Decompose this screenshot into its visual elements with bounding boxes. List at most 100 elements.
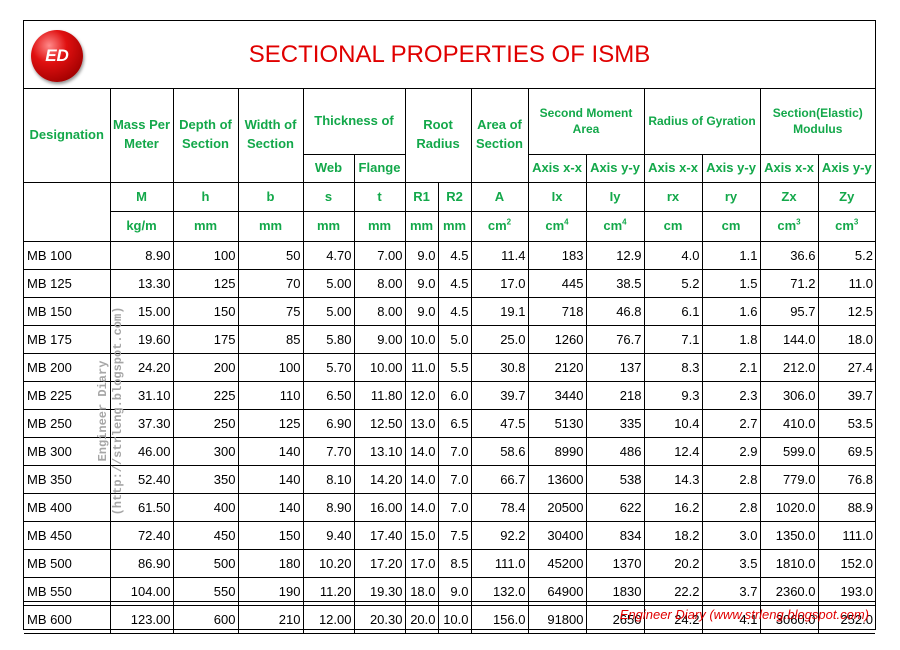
value-cell: 72.40: [109, 521, 174, 550]
value-cell: 779.0: [759, 465, 819, 494]
unit-cell: mm: [353, 211, 406, 242]
value-cell: 1.1: [701, 241, 761, 270]
value-cell: 8.90: [109, 241, 174, 270]
table-row: MB 100 8.90 100 50 4.70 7.00 9.0 4.5 11.4 183 12.9…: [24, 241, 875, 270]
designation-cell: MB 400: [24, 493, 111, 522]
value-cell: 95.7: [759, 297, 819, 326]
value-cell: 5.5: [437, 353, 472, 382]
value-cell: 10.0: [404, 325, 439, 354]
value-cell: 100: [237, 353, 304, 382]
unit-exponent: 3: [796, 217, 801, 227]
unit-base: mm: [442, 218, 467, 234]
value-cell: 123.00: [109, 605, 174, 634]
table-body: MB 100 8.90 100 50 4.70 7.00 9.0 4.5 11.4 183 12.9…: [24, 241, 875, 634]
value-cell: 140: [237, 437, 304, 466]
value-cell: 47.5: [470, 409, 529, 438]
symbol-cell: R1: [404, 182, 439, 212]
value-cell: 24.20: [109, 353, 174, 382]
value-cell: 20.0: [404, 605, 439, 634]
unit-base: kg/m: [126, 218, 157, 234]
value-cell: 4.5: [437, 297, 472, 326]
value-cell: 2.3: [701, 381, 761, 410]
value-cell: 10.00: [353, 353, 406, 382]
unit-cell: cm: [701, 211, 761, 242]
value-cell: 156.0: [470, 605, 529, 634]
value-cell: 85: [237, 325, 304, 354]
value-cell: 91800: [527, 605, 587, 634]
value-cell: 17.40: [353, 521, 406, 550]
value-cell: 7.00: [353, 241, 406, 270]
header-root-radius: Root Radius: [404, 88, 472, 183]
header-width: Width of Section: [237, 88, 304, 183]
symbol-cell: rx: [643, 182, 703, 212]
value-cell: 13.10: [353, 437, 406, 466]
unit-cell: cm3: [759, 211, 819, 242]
value-cell: 335: [585, 409, 645, 438]
header-axis-xx-moment: Axis x-x: [527, 154, 587, 183]
value-cell: 15.00: [109, 297, 174, 326]
value-cell: 14.0: [404, 493, 439, 522]
designation-cell: MB 500: [24, 549, 111, 578]
value-cell: 486: [585, 437, 645, 466]
symbol-cell: Iy: [585, 182, 645, 212]
value-cell: 252.0: [817, 605, 875, 634]
value-cell: 16.2: [643, 493, 703, 522]
table-row: MB 150 15.00 150 75 5.00 8.00 9.0 4.5 19.1 718 46.…: [24, 297, 875, 326]
unit-base: mm: [193, 218, 218, 234]
value-cell: 180: [237, 549, 304, 578]
value-cell: 8.00: [353, 269, 406, 298]
value-cell: 71.2: [759, 269, 819, 298]
value-cell: 4.5: [437, 241, 472, 270]
header-section-modulus: Section(Elastic) Modulus: [759, 88, 875, 155]
unit-cell: mm: [237, 211, 304, 242]
value-cell: 37.30: [109, 409, 174, 438]
table-row: MB 200 24.20 200 100 5.70 10.00 11.0 5.5 30.8 212…: [24, 353, 875, 382]
table-row: MB 350 52.40 350 140 8.10 14.20 14.0 7.0 66.7 136…: [24, 465, 875, 494]
value-cell: 31.10: [109, 381, 174, 410]
unit-cell: cm4: [585, 211, 645, 242]
header-web: Web: [303, 154, 355, 183]
header-flange: Flange: [353, 154, 406, 183]
value-cell: 8.5: [437, 549, 472, 578]
header-axis-xx-gyration: Axis x-x: [643, 154, 703, 183]
value-cell: 14.0: [404, 437, 439, 466]
value-cell: 25.0: [470, 325, 529, 354]
value-cell: 5.00: [302, 269, 355, 298]
value-cell: 14.3: [643, 465, 703, 494]
unit-base: mm: [258, 218, 283, 234]
value-cell: 4.1: [701, 605, 761, 634]
unit-cell: cm3: [817, 211, 875, 242]
value-cell: 10.20: [302, 549, 355, 578]
value-cell: 10.0: [437, 605, 472, 634]
unit-cell: cm4: [527, 211, 587, 242]
symbol-cell: b: [237, 182, 304, 212]
value-cell: 30400: [527, 521, 587, 550]
value-cell: 18.2: [643, 521, 703, 550]
value-cell: 69.5: [817, 437, 875, 466]
watermark-line-1: Engineer Diary: [96, 360, 110, 462]
footer-credit: Engineer Diary (www.strleng.blogspot.com…: [619, 607, 869, 622]
unit-exponent: 2: [506, 217, 512, 227]
value-cell: 46.8: [585, 297, 645, 326]
value-cell: 183: [527, 241, 587, 270]
value-cell: 125: [237, 409, 304, 438]
value-cell: 12.50: [353, 409, 406, 438]
unit-base: mm: [409, 218, 434, 234]
value-cell: 6.0: [437, 381, 472, 410]
unit-exponent: 3: [853, 217, 859, 227]
value-cell: 7.0: [437, 493, 472, 522]
value-cell: 5.70: [302, 353, 355, 382]
value-cell: 144.0: [759, 325, 819, 354]
designation-cell: MB 125: [24, 269, 111, 298]
value-cell: 2.7: [701, 409, 761, 438]
value-cell: 17.0: [404, 549, 439, 578]
unit-cell: mm: [172, 211, 239, 242]
value-cell: 20500: [527, 493, 587, 522]
value-cell: 6.50: [302, 381, 355, 410]
unit-exponent: 4: [622, 217, 627, 227]
designation-cell: MB 225: [24, 381, 111, 410]
value-cell: 16.00: [353, 493, 406, 522]
value-cell: 76.7: [585, 325, 645, 354]
table-row: MB 225 31.10 225 110 6.50 11.80 12.0 6.0 39.7 344…: [24, 381, 875, 410]
value-cell: 12.0: [404, 381, 439, 410]
